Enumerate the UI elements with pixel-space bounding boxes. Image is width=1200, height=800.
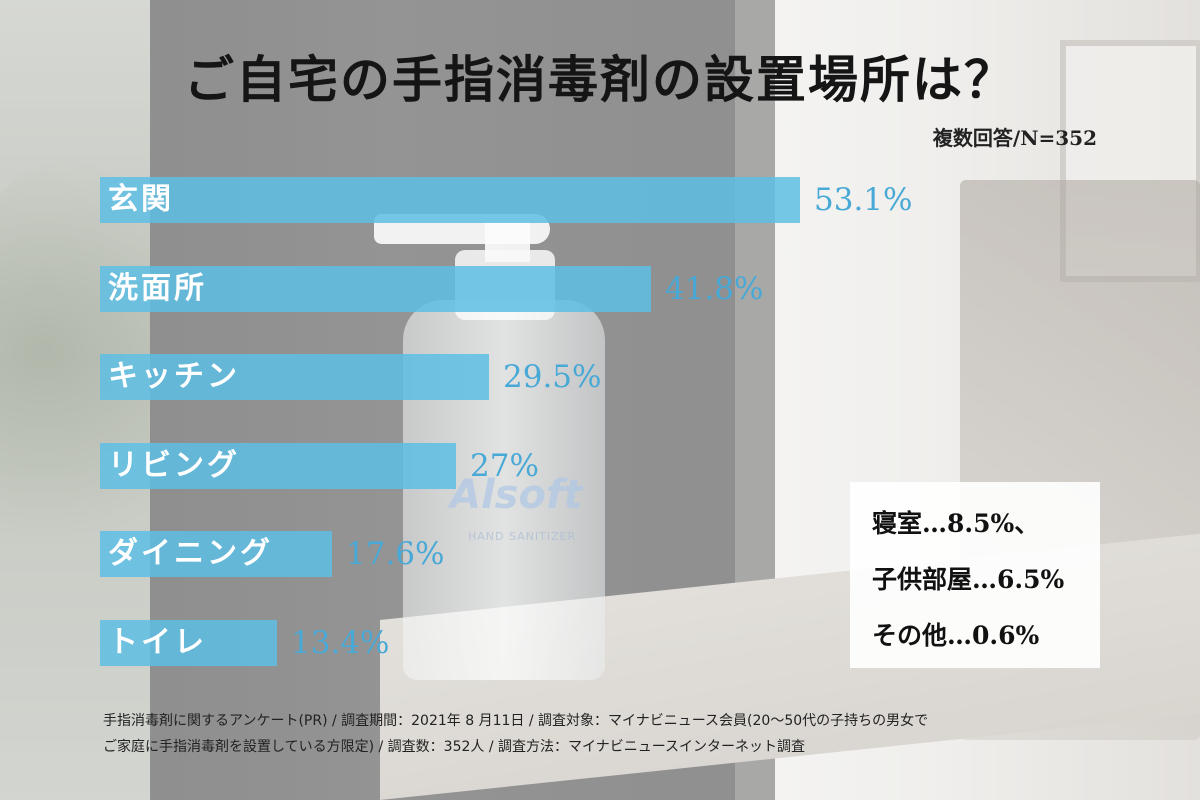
bar	[100, 531, 332, 577]
other-answer-other: その他…0.6%	[872, 621, 1040, 650]
bar-value-label: 29.5%	[503, 359, 602, 395]
bar-category-label: トイレ	[108, 625, 207, 660]
bar-category-label: リビング	[108, 448, 240, 483]
bar-value-label: 17.6%	[346, 536, 445, 572]
bar-category-label: 玄関	[108, 182, 174, 217]
survey-footnote: 手指消毒剤に関するアンケート(PR) / 調査期間：2021年 8 月11日 /…	[103, 708, 1113, 760]
chart-subtitle: 複数回答/N=352	[932, 126, 1097, 150]
bar-category-label: ダイニング	[108, 536, 273, 571]
footnote-line-2: ご家庭に手指消毒剤を設置している方限定) / 調査数：352人 / 調査方法：マ…	[103, 739, 806, 755]
other-answer-kids-room: 子供部屋…6.5%	[872, 565, 1065, 594]
bar-value-label: 53.1%	[814, 182, 913, 218]
other-answers-box: 寝室…8.5%、 子供部屋…6.5% その他…0.6%	[850, 482, 1100, 668]
bar	[100, 266, 651, 312]
bar	[100, 443, 456, 489]
bar-value-label: 13.4%	[291, 625, 390, 661]
bar-category-label: キッチン	[108, 359, 240, 394]
chart-title: ご自宅の手指消毒剤の設置場所は？	[184, 50, 1016, 109]
bar-category-label: 洗面所	[108, 271, 207, 306]
footnote-line-1: 手指消毒剤に関するアンケート(PR) / 調査期間：2021年 8 月11日 /…	[103, 713, 929, 729]
bar	[100, 177, 800, 223]
bar-value-label: 41.8%	[665, 271, 764, 307]
bottle-brand-logo: Alsoft	[450, 472, 583, 518]
bar	[100, 620, 277, 666]
bar	[100, 354, 489, 400]
other-answer-bedroom: 寝室…8.5%、	[872, 509, 1040, 538]
bottle-brand-subtitle: HAND SANITIZER	[468, 530, 577, 543]
bar-value-label: 27%	[470, 448, 539, 484]
